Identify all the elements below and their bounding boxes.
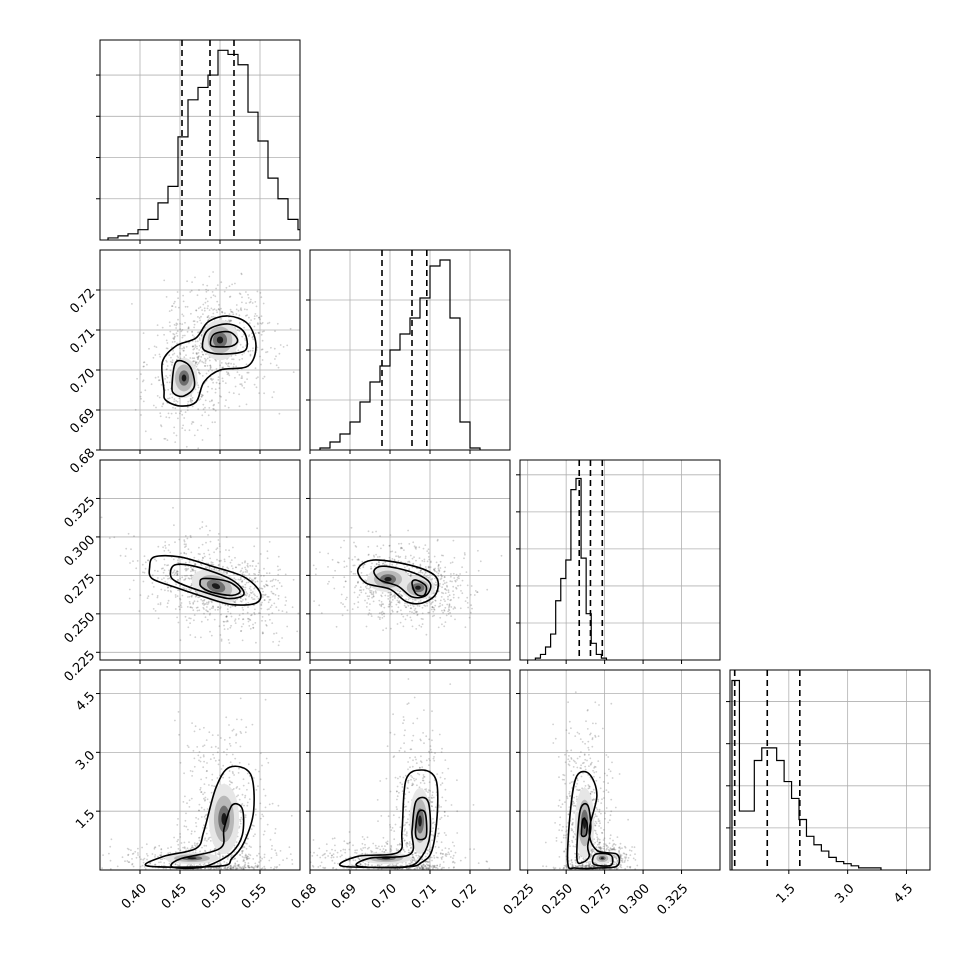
pair-panel-3-0 [96,669,301,874]
pair-2-0-contour-0 [148,554,262,606]
ytick-label-1-4: 0.72 [67,286,98,317]
hist-panel-1 [306,249,511,454]
pair-3-0-density-1-3 [187,857,197,860]
pair-2-1-frame [309,459,511,661]
ytick-label-1-0: 0.68 [67,446,98,477]
pair-panel-2-0 [96,459,301,664]
xtick-label-3-2: 4.5 [891,881,916,906]
hist-panel-0 [96,39,301,244]
xtick-label-2-2: 0.275 [578,881,615,918]
xtick-label-3-0: 1.5 [773,881,798,906]
pair-panel-1-0 [96,249,301,454]
hist-3-steps [731,679,882,870]
hist-panel-3 [726,669,931,874]
xtick-label-0-2: 0.50 [199,881,230,912]
pair-2-0-contour-1 [169,563,245,600]
xtick-label-1-1: 0.69 [329,881,360,912]
hist-0-frame [99,39,301,241]
ytick-label-3-0: 1.5 [73,807,98,832]
pair-3-0-contour-0 [144,765,255,868]
pair-1-0-contour-2 [201,323,249,355]
pair-3-2-contour-1 [575,802,592,865]
pair-1-0-contour-1 [171,359,196,398]
ytick-label-1-3: 0.71 [67,326,98,357]
pair-3-1-density-0-3 [418,815,422,827]
ytick-label-2-1: 0.250 [61,610,98,647]
hist-3-frame [729,669,931,871]
pair-2-1-contour-1 [373,565,432,599]
pair-1-0-frame [99,249,301,451]
pair-3-2-contour-0 [566,770,621,870]
pair-2-1-contour-2 [411,579,428,597]
pair-1-0-contour-0 [160,315,257,407]
pair-2-0-frame [99,459,301,661]
pair-1-0-density-0-3 [216,336,224,344]
xtick-label-2-0: 0.225 [501,881,538,918]
pair-3-1-contour-2 [414,809,428,841]
pair-3-1-scatter [310,678,491,870]
ytick-label-2-4: 0.325 [61,494,98,531]
hist-2-steps [534,477,608,660]
pair-1-0-density-1-3 [181,374,187,382]
hist-panel-2 [516,459,721,664]
xtick-label-0-3: 0.55 [239,881,270,912]
pair-3-2-contour-3 [591,852,614,867]
pair-2-1-density-0-3 [415,585,421,590]
pair-2-1-contour-0 [356,559,440,605]
pair-3-2-frame [519,669,721,871]
pair-panel-2-1 [306,459,511,664]
xtick-label-1-0: 0.68 [289,881,320,912]
ytick-label-3-2: 4.5 [73,689,98,714]
pair-3-1-contour-1 [355,796,432,869]
hist-2-frame [519,459,721,661]
pair-1-0-contour-3 [209,330,239,348]
xtick-label-1-4: 0.72 [449,881,480,912]
xtick-label-0-1: 0.45 [159,881,190,912]
ytick-label-2-3: 0.300 [61,533,98,570]
pair-panel-3-1 [306,669,511,874]
hist-0-steps [107,49,300,240]
ytick-label-2-2: 0.275 [61,571,98,608]
xtick-label-0-0: 0.40 [119,881,150,912]
pair-3-1-contour-0 [339,769,439,869]
ytick-label-3-1: 3.0 [73,748,98,773]
xtick-label-2-4: 0.325 [655,881,692,918]
ytick-label-2-0: 0.225 [61,648,98,685]
xtick-label-2-1: 0.250 [539,881,576,918]
ytick-label-1-1: 0.69 [67,406,98,437]
ytick-label-1-2: 0.70 [67,366,98,397]
xtick-label-1-2: 0.70 [369,881,400,912]
hist-1-steps [319,259,481,450]
pair-3-0-contour-1 [170,802,245,870]
xtick-label-2-3: 0.300 [616,881,653,918]
pair-2-1-density-1-3 [384,577,392,582]
pair-panel-3-2 [516,669,721,874]
pair-3-2-contour-2 [580,817,588,838]
pair-3-2-density-1-3 [600,857,604,860]
xtick-label-1-3: 0.71 [409,881,440,912]
pair-2-0-density-0-3 [211,583,221,590]
xtick-label-3-1: 3.0 [832,881,857,906]
pair-3-1-frame [309,669,511,871]
pair-3-0-frame [99,669,301,871]
pair-2-0-contour-2 [199,577,241,597]
